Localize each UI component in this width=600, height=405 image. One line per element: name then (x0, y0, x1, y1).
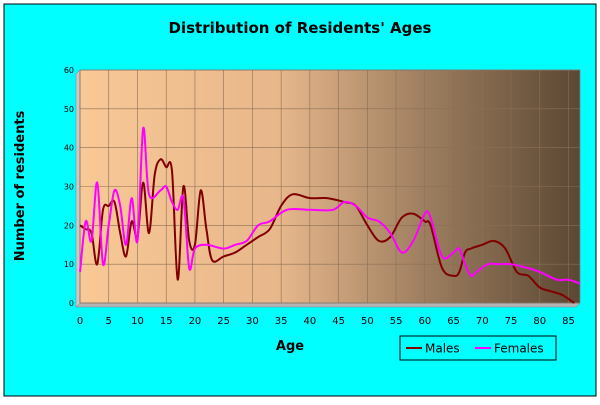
x-tick-label: 85 (562, 316, 575, 327)
plot-area (75, 69, 581, 308)
y-tick-label: 50 (64, 105, 74, 114)
y-tick-label: 10 (64, 260, 74, 269)
x-tick-label: 5 (106, 316, 112, 327)
legend-label-females: Females (494, 342, 544, 356)
x-tick-label: 10 (131, 316, 144, 327)
x-axis-label: Age (276, 339, 304, 354)
x-tick-label: 50 (361, 316, 374, 327)
x-tick-label: 55 (390, 316, 403, 327)
x-tick-label: 70 (476, 316, 489, 327)
series-line-males (79, 158, 575, 304)
y-axis-label: Number of residents (13, 110, 28, 261)
x-tick-label: 75 (505, 316, 518, 327)
series-line-females (79, 126, 581, 285)
x-tick-label: 60 (418, 316, 431, 327)
x-tick-label: 15 (160, 316, 173, 327)
x-tick-label: 35 (275, 316, 288, 327)
x-tick-label: 45 (332, 316, 345, 327)
x-tick-label: 40 (304, 316, 317, 327)
legend: Males Females (399, 335, 557, 361)
y-tick-label: 60 (64, 66, 74, 75)
y-tick-label: 20 (64, 221, 74, 230)
y-tick-label: 30 (64, 183, 74, 192)
x-tick-label: 25 (217, 316, 230, 327)
legend-label-males: Males (425, 342, 460, 356)
chart-title: Distribution of Residents' Ages (169, 19, 432, 37)
tick-layer: 0 10 20 30 40 50 60 0 5 10 15 20 25 30 35 40 45 50 55 60 65 7… (64, 66, 575, 327)
y-tick-label: 40 (64, 144, 74, 153)
y-tick-label: 0 (69, 299, 74, 308)
x-tick-label: 80 (533, 316, 546, 327)
series-layer (79, 126, 581, 304)
x-tick-label: 30 (246, 316, 259, 327)
x-tick-label: 65 (447, 316, 460, 327)
x-tick-label: 0 (77, 316, 83, 327)
plot-floor (75, 302, 581, 308)
x-tick-label: 20 (189, 316, 202, 327)
grid-layer (79, 69, 580, 304)
